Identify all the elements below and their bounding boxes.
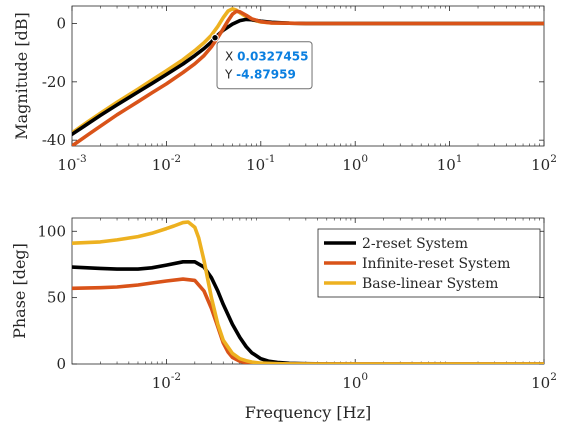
series-line-2: [72, 9, 544, 146]
legend-entry: 2-reset System: [362, 236, 468, 252]
legend: 2-reset System Infinite-reset System Base-…: [317, 228, 541, 298]
x-tick-label: 10-3: [57, 153, 86, 174]
y-tick-label: 0: [56, 15, 66, 33]
y-tick-label: 0: [56, 355, 66, 373]
datatip-box: [216, 41, 313, 90]
datatip[interactable]: X 0.0327455 Y -4.87959: [211, 34, 313, 90]
y-tick-label: -20: [42, 73, 66, 91]
legend-entry: Base-linear System: [362, 276, 498, 292]
x-tick-label: 100: [342, 153, 368, 174]
magnitude-plot: 10-3 10-2 10-1 100 101 102 -40 -20 0 Magnitude [d…: [12, 5, 557, 174]
x-tick-label: 102: [531, 153, 557, 174]
datatip-y-row: Y -4.87959: [224, 68, 296, 82]
x-tick-label: 100: [342, 371, 368, 392]
x-tick-label: 102: [531, 371, 557, 392]
series-line-infinite-reset-system: [72, 277, 544, 364]
y-tick-label: -40: [42, 131, 66, 149]
y-axis-label: Magnitude [dB]: [12, 12, 31, 140]
legend-entry: Infinite-reset System: [362, 256, 510, 272]
x-tick-label: 10-1: [246, 153, 275, 174]
y-tick-label: 100: [37, 222, 66, 240]
x-tick-label: 10-2: [152, 371, 181, 392]
x-tick-label: 10-2: [152, 153, 181, 174]
y-tick-label: 50: [47, 289, 66, 307]
x-tick-label: 101: [437, 153, 463, 174]
y-axis-label: Phase [deg]: [10, 243, 29, 339]
series-line-base-linear-system: [72, 220, 544, 364]
datatip-x-row: X 0.0327455: [225, 50, 308, 64]
x-axis-label: Frequency [Hz]: [245, 403, 372, 422]
phase-plot: 10-2 100 102 0 50 100 Phase [deg] Frequency [Hz…: [10, 217, 557, 422]
datatip-marker[interactable]: [211, 34, 219, 42]
